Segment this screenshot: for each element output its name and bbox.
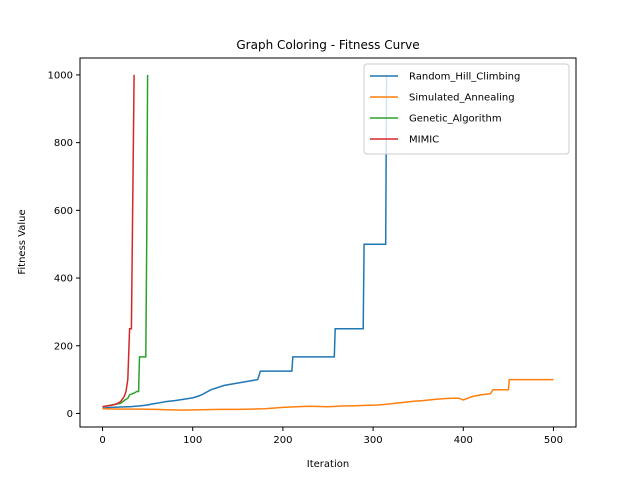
y-tick-label-3: 600 bbox=[54, 206, 73, 217]
legend-label-2: Genetic_Algorithm bbox=[409, 114, 502, 125]
x-tick-label-5: 500 bbox=[544, 435, 563, 446]
x-tick-label-3: 300 bbox=[364, 435, 383, 446]
plot-frame bbox=[79, 57, 577, 428]
legend-frame bbox=[363, 63, 570, 155]
x-tick-label-1: 100 bbox=[183, 435, 202, 446]
y-tick-label-0: 0 bbox=[67, 409, 73, 420]
series-line-0 bbox=[102, 74, 388, 410]
x-axis-title: Iteration bbox=[307, 459, 349, 470]
y-tick-label-1: 200 bbox=[54, 341, 73, 352]
y-tick-label-2: 400 bbox=[54, 274, 73, 285]
legend: Random_Hill_Climbing Simulated_Annealing G… bbox=[363, 63, 570, 155]
chart-title: Graph Coloring - Fitness Curve bbox=[236, 38, 419, 52]
legend-label-0: Random_Hill_Climbing bbox=[409, 72, 520, 83]
series-line-1 bbox=[102, 378, 554, 411]
y-tick-label-4: 800 bbox=[54, 138, 73, 149]
y-tick-label-5: 1000 bbox=[48, 70, 73, 81]
x-tick-label-2: 200 bbox=[273, 435, 292, 446]
y-axis-title: Fitness Value bbox=[17, 209, 28, 274]
legend-label-1: Simulated_Annealing bbox=[409, 93, 515, 104]
ticks-layer: 0 100 200 300 400 500 0 200 400 600 800 1000 bbox=[48, 70, 563, 446]
series-line-3 bbox=[102, 74, 135, 408]
series-layer bbox=[102, 74, 554, 411]
x-tick-label-0: 0 bbox=[99, 435, 105, 446]
x-tick-label-4: 400 bbox=[454, 435, 473, 446]
series-line-2 bbox=[102, 74, 149, 408]
legend-label-3: MIMIC bbox=[409, 135, 439, 146]
